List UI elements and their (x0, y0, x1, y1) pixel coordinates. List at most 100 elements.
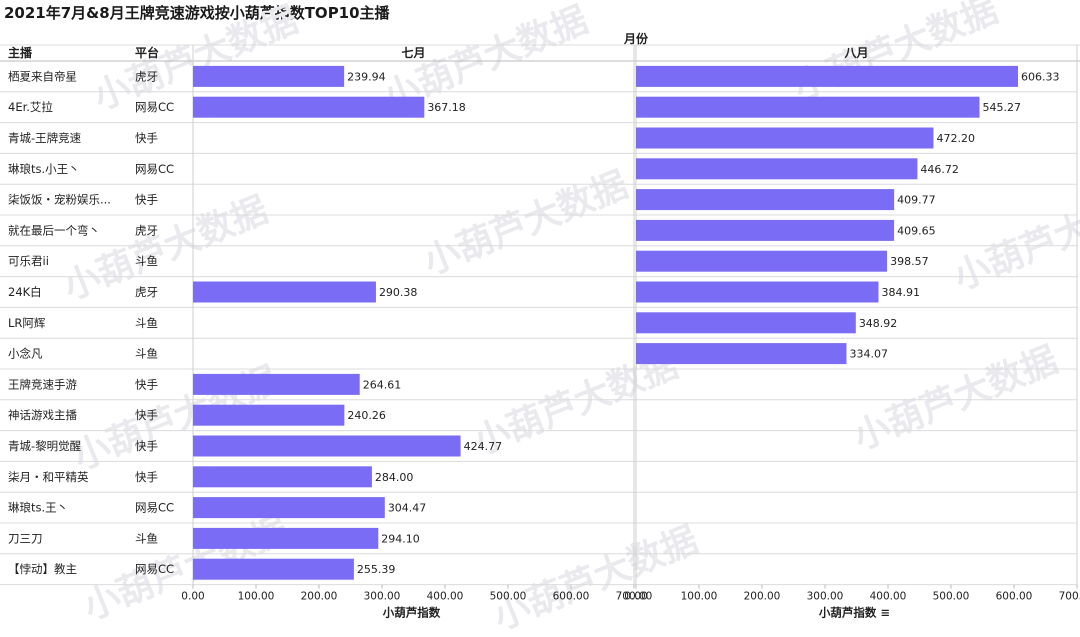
bar-jul (193, 466, 372, 488)
bar-jul (193, 281, 376, 303)
bar-jul (193, 65, 345, 87)
bar-value-label-jul: 290.38 (379, 286, 418, 299)
header-streamer: 主播 (8, 45, 33, 60)
watermark-text: 小葫芦大数据 (948, 179, 1080, 298)
bar-aug (636, 343, 847, 365)
x-tick-label: 300.00 (807, 591, 844, 603)
x-axis-label: 小葫芦指数 ≡ (818, 606, 890, 620)
row-label-platform: 虎牙 (135, 69, 158, 83)
column-header-month: 月份 (623, 31, 649, 46)
bar-value-label-jul: 304.47 (388, 502, 427, 515)
row-label-platform: 快手 (135, 377, 158, 391)
bar-value-label-jul: 240.26 (347, 409, 386, 422)
bar-value-label-aug: 348.92 (859, 317, 898, 330)
bar-jul (193, 558, 354, 580)
bar-jul (193, 435, 461, 457)
bar-value-label-jul: 294.10 (381, 532, 420, 545)
x-tick-label: 400.00 (870, 591, 907, 603)
x-tick-label: 200.00 (744, 591, 781, 603)
row-label-platform: 网易CC (135, 562, 174, 576)
bar-value-label-jul: 264.61 (363, 378, 402, 391)
bar-value-label-aug: 334.07 (849, 348, 888, 361)
row-label-platform: 网易CC (135, 501, 174, 515)
panel-header-jul: 七月 (401, 46, 425, 60)
row-label-streamer: 栖夏来自帝星 (8, 69, 77, 83)
bar-aug (636, 281, 879, 303)
row-label-streamer: 小念凡 (8, 347, 43, 361)
x-tick-label: 0.00 (624, 591, 647, 603)
bar-value-label-jul: 239.94 (347, 70, 386, 83)
x-tick-label: 0.00 (181, 591, 204, 603)
bar-aug (636, 189, 895, 211)
x-tick-label: 100.00 (238, 591, 275, 603)
row-label-streamer: 青城-黎明觉醒 (8, 439, 82, 453)
row-label-platform: 斗鱼 (135, 254, 158, 268)
x-tick-label: 500.00 (933, 591, 970, 603)
row-label-platform: 快手 (135, 408, 158, 422)
row-label-streamer: 【悖动】教主 (8, 562, 77, 576)
x-tick-label: 200.00 (301, 591, 338, 603)
bar-jul (193, 497, 385, 519)
bar-aug (636, 96, 980, 118)
bar-value-label-aug: 472.20 (936, 132, 975, 145)
row-label-streamer: 24K白 (8, 285, 42, 299)
row-label-streamer: 柒饭饭・宠粉娱乐... (8, 193, 111, 207)
bar-value-label-jul: 367.18 (427, 101, 466, 114)
row-label-platform: 斗鱼 (135, 316, 158, 330)
row-label-streamer: 就在最后一个弯丶 (8, 223, 100, 237)
row-label-streamer: 刀三刀 (8, 531, 43, 545)
bar-value-label-jul: 284.00 (375, 471, 414, 484)
chart-title: 2021年7月&8月王牌竞速游戏按小葫芦指数TOP10主播 (4, 4, 390, 22)
grid-layer (0, 44, 1080, 586)
row-label-streamer: 琳琅ts.王丶 (8, 501, 68, 515)
row-label-platform: 快手 (135, 439, 158, 453)
bar-value-label-aug: 446.72 (920, 163, 959, 176)
bar-value-label-jul: 424.77 (464, 440, 503, 453)
x-tick-label: 400.00 (427, 591, 464, 603)
bars-layer: 239.94 606.33 367.18 545.27 472.20 446.72 409.… (193, 65, 1060, 580)
watermark-text: 小葫芦大数据 (418, 164, 634, 283)
axes-layer: 0.00 100.00 200.00 300.00 400.00 500.00 600.00… (181, 584, 1080, 620)
x-tick-label: 300.00 (364, 591, 401, 603)
watermark-text: 小葫芦大数据 (488, 519, 704, 637)
x-tick-label: 700.00 (616, 591, 653, 603)
row-label-platform: 快手 (135, 193, 158, 207)
row-label-streamer: 琳琅ts.小王丶 (8, 162, 80, 176)
bar-jul (193, 373, 360, 395)
row-label-streamer: LR阿辉 (8, 316, 46, 330)
bar-aug (636, 158, 918, 180)
x-axis-label: 小葫芦指数 (382, 606, 441, 620)
bar-aug (636, 127, 934, 149)
header-platform: 平台 (135, 45, 159, 60)
x-tick-label: 500.00 (490, 591, 527, 603)
row-label-streamer: 4Er.艾拉 (8, 100, 53, 114)
row-label-streamer: 神话游戏主播 (8, 408, 77, 422)
row-label-platform: 网易CC (135, 100, 174, 114)
bar-value-label-aug: 409.65 (897, 224, 936, 237)
row-label-platform: 快手 (135, 470, 158, 484)
row-label-platform: 快手 (135, 131, 158, 145)
row-label-platform: 网易CC (135, 162, 174, 176)
panel-header-aug: 八月 (843, 46, 868, 60)
bar-aug (636, 312, 856, 334)
x-tick-label: 700.00 (1059, 591, 1080, 603)
bar-value-label-aug: 409.77 (897, 194, 936, 207)
bar-value-label-jul: 255.39 (357, 563, 396, 576)
x-tick-label: 100.00 (681, 591, 718, 603)
row-label-streamer: 柒月・和平精英 (8, 470, 89, 484)
row-label-streamer: 青城-王牌竞速 (8, 131, 82, 145)
bar-value-label-aug: 545.27 (983, 101, 1022, 114)
bar-aug (636, 250, 888, 272)
x-tick-label: 600.00 (553, 591, 590, 603)
bar-value-label-aug: 398.57 (890, 255, 929, 268)
bar-jul (193, 404, 345, 426)
row-label-streamer: 王牌竞速手游 (8, 377, 77, 391)
bar-aug (636, 65, 1018, 87)
row-label-platform: 虎牙 (135, 223, 158, 237)
bar-jul (193, 527, 379, 549)
bar-jul (193, 96, 425, 118)
bar-value-label-aug: 606.33 (1021, 70, 1060, 83)
